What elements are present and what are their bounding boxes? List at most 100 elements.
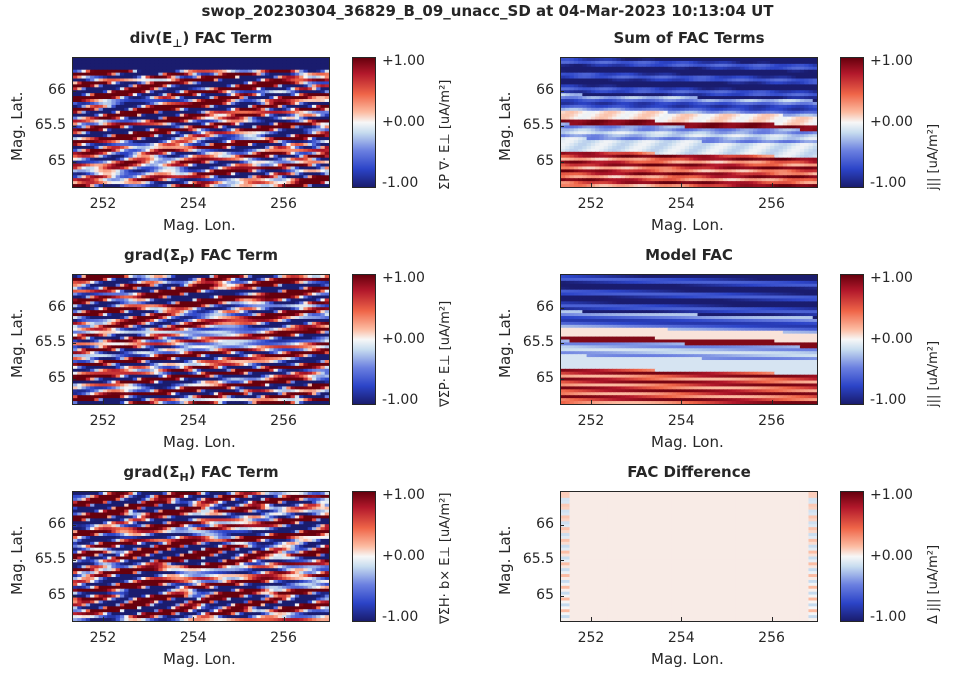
colorbar-tick-label: +1.00 (382, 487, 425, 504)
colorbar-label: ΣP ∇· E⊥ [uA/m²] (438, 79, 453, 190)
x-tick-label: 252 (89, 413, 117, 429)
x-tick-mark (590, 400, 592, 404)
colorbar-label: ∇ΣP· E⊥ [uA/m²] (438, 300, 453, 407)
colorbar-tick-label: +0.00 (382, 113, 425, 130)
y-tick-label: 65 (536, 369, 554, 386)
colorbar-tick-label: +1.00 (382, 270, 425, 287)
heatmap-image (560, 57, 818, 188)
x-tick-mark (102, 183, 104, 187)
x-tick-label: 252 (577, 630, 605, 646)
y-tick-mark (72, 308, 76, 310)
x-tick-mark (102, 400, 104, 404)
y-tick-mark (72, 126, 76, 128)
chart-title-subscript: ⊥ (172, 37, 183, 50)
x-tick-mark (193, 617, 195, 621)
colorbar-tick-label: +0.00 (382, 547, 425, 564)
colorbar-tick-label: +1.00 (870, 487, 913, 504)
colorbar (840, 274, 864, 405)
y-tick-mark (560, 161, 564, 163)
colorbar-tick-label: +0.00 (870, 547, 913, 564)
chart-title-main: Sum of FAC Terms (613, 29, 765, 47)
x-axis-label: Mag. Lon. (163, 216, 236, 234)
y-tick-label: 65.5 (34, 551, 66, 568)
y-tick-label: 65.5 (522, 117, 554, 134)
figure-title: swop_20230304_36829_B_09_unacc_SD at 04-… (201, 2, 774, 20)
colorbar (352, 274, 376, 405)
chart-title: FAC Difference (627, 463, 751, 481)
y-tick-mark (72, 525, 76, 527)
x-tick-mark (771, 617, 773, 621)
y-tick-label: 65 (536, 586, 554, 603)
x-axis-label: Mag. Lon. (163, 650, 236, 668)
chart-title: grad(ΣH) FAC Term (123, 463, 278, 484)
x-tick-mark (590, 183, 592, 187)
colorbar-tick-label: +1.00 (382, 53, 425, 70)
colorbar (840, 491, 864, 622)
chart-title: div(E⊥) FAC Term (130, 29, 273, 50)
y-tick-mark (560, 343, 564, 345)
x-tick-label: 254 (179, 413, 207, 429)
y-tick-mark (72, 378, 76, 380)
chart-title-main: FAC Difference (627, 463, 751, 481)
y-tick-label: 65.5 (522, 551, 554, 568)
y-tick-mark (560, 525, 564, 527)
x-axis-label: Mag. Lon. (651, 433, 724, 451)
colorbar (352, 57, 376, 188)
y-axis-label: Mag. Lat. (8, 91, 26, 161)
y-tick-label: 65.5 (34, 334, 66, 351)
y-tick-mark (560, 595, 564, 597)
x-tick-mark (193, 400, 195, 404)
y-tick-label: 65 (48, 152, 66, 169)
chart-title-main: grad(Σ (123, 463, 180, 481)
colorbar-label: j|| [uA/m²] (926, 340, 941, 407)
y-axis-label: Mag. Lat. (8, 525, 26, 595)
x-axis-label: Mag. Lon. (651, 650, 724, 668)
y-tick-label: 65.5 (34, 117, 66, 134)
colorbar-label: ∇ΣH· b× E⊥ [uA/m²] (438, 492, 453, 624)
x-tick-mark (681, 183, 683, 187)
x-tick-label: 256 (270, 630, 297, 646)
x-tick-mark (283, 617, 285, 621)
colorbar (352, 491, 376, 622)
y-tick-label: 65.5 (522, 334, 554, 351)
y-tick-mark (560, 308, 564, 310)
chart-title: grad(ΣP) FAC Term (124, 246, 278, 267)
colorbar-tick-label: +0.00 (382, 330, 425, 347)
y-tick-label: 66 (48, 82, 66, 99)
x-tick-label: 254 (179, 630, 207, 646)
chart-title-end: ) FAC Term (182, 29, 273, 47)
chart-title-end: ) FAC Term (188, 246, 279, 264)
y-tick-label: 65 (48, 369, 66, 386)
chart-title-end: ) FAC Term (188, 463, 279, 481)
colorbar-label: j|| [uA/m²] (926, 123, 941, 190)
heatmap-image (72, 491, 330, 622)
x-tick-label: 254 (667, 413, 695, 429)
y-tick-mark (560, 378, 564, 380)
x-tick-label: 256 (758, 413, 785, 429)
x-tick-mark (771, 400, 773, 404)
y-axis-label: Mag. Lat. (496, 308, 514, 378)
chart-title-subscript: P (180, 254, 189, 267)
y-tick-label: 65 (536, 152, 554, 169)
x-tick-mark (193, 183, 195, 187)
colorbar-tick-label: -1.00 (382, 175, 419, 192)
y-tick-mark (72, 161, 76, 163)
colorbar-tick-label: -1.00 (870, 609, 907, 626)
colorbar-tick-label: -1.00 (382, 392, 419, 409)
x-tick-mark (681, 617, 683, 621)
y-tick-mark (560, 560, 564, 562)
x-tick-label: 254 (667, 196, 695, 212)
x-axis-label: Mag. Lon. (651, 216, 724, 234)
colorbar-tick-label: +1.00 (870, 53, 913, 70)
x-tick-label: 254 (179, 196, 207, 212)
chart-title-main: div(E (129, 29, 173, 47)
y-tick-label: 66 (536, 516, 554, 533)
x-tick-mark (283, 183, 285, 187)
chart-title-subscript: H (179, 471, 189, 484)
colorbar-tick-label: -1.00 (870, 392, 907, 409)
x-tick-label: 256 (270, 196, 297, 212)
y-tick-label: 66 (536, 82, 554, 99)
y-tick-mark (560, 91, 564, 93)
x-axis-label: Mag. Lon. (163, 433, 236, 451)
x-tick-mark (283, 400, 285, 404)
